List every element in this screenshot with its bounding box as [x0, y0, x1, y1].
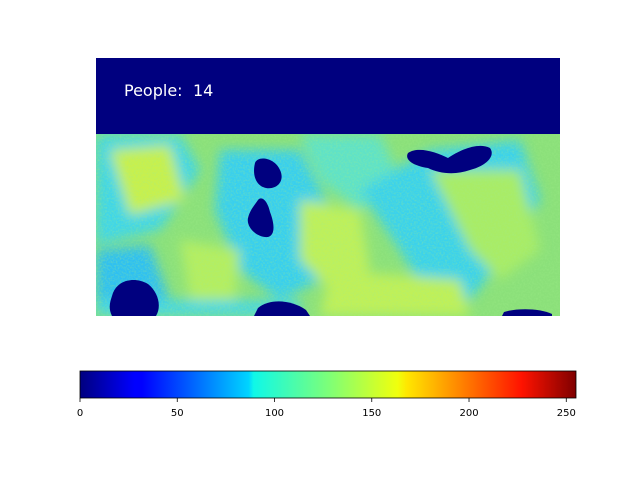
colorbar-tick-label: 50 — [171, 408, 184, 419]
colorbar-gradient — [80, 371, 576, 398]
colorbar-frame — [79, 370, 577, 399]
colorbar-tick-label: 100 — [265, 408, 284, 419]
colorbar-tick-label: 150 — [362, 408, 381, 419]
colorbar-tick-label: 250 — [557, 408, 576, 419]
people-count: 14 — [193, 81, 213, 100]
colorbar-tick-label: 200 — [459, 408, 478, 419]
low-value-blobs — [109, 145, 552, 316]
people-label: People: — [124, 81, 183, 100]
colorbar-ticks: 0 50 100 150 200 250 — [77, 398, 576, 419]
heatmap-noise — [96, 135, 560, 316]
colorbar: 0 50 100 150 200 250 — [77, 370, 577, 419]
top-band — [96, 58, 560, 134]
heatmap-image — [96, 58, 560, 316]
colorbar-tick-label: 0 — [77, 408, 83, 419]
